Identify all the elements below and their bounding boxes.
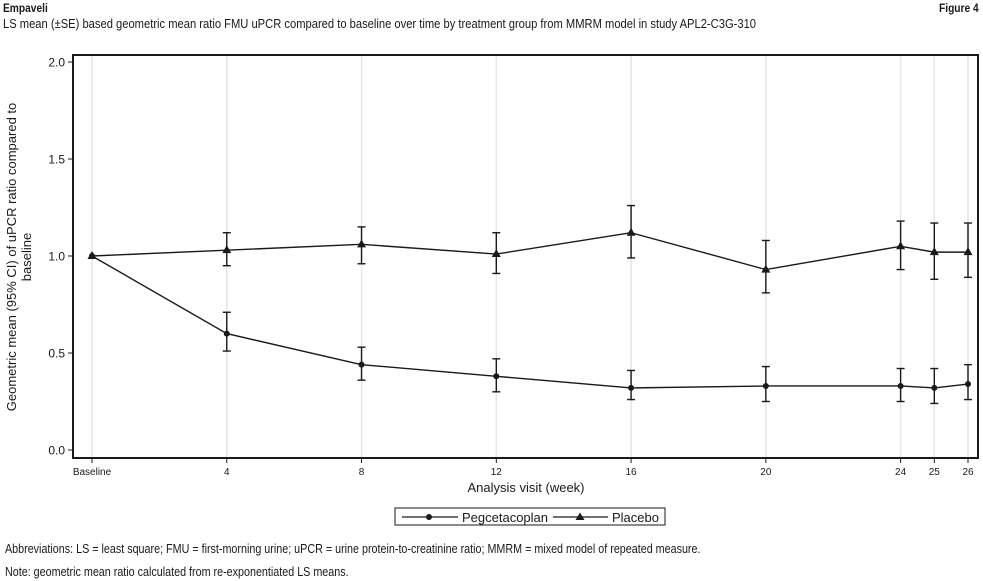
chart-subtitle: LS mean (±SE) based geometric mean ratio… [3,16,757,31]
x-tick-label: 20 [760,467,772,478]
x-tick-label: 16 [626,467,638,478]
y-tick-label: 2.0 [48,56,65,70]
data-point-placebo [491,249,501,258]
figure-label: Figure 4 [939,1,979,15]
x-tick-label: 24 [895,467,907,478]
series-line-pegcetacoplan [91,255,969,389]
y-axis: 0.0 0.5 1.0 1.5 2.0 [48,56,73,458]
data-point-pegcetacoplan [358,361,365,368]
x-tick-label: 25 [929,467,941,478]
x-tick-label: 26 [962,467,974,478]
data-point-pegcetacoplan [223,330,230,337]
y-tick-label: 0.0 [48,444,65,458]
data-point-placebo [963,247,973,256]
grid-lines [91,56,969,457]
data-point-placebo [222,245,232,254]
legend: Pegcetacoplan Placebo [394,507,666,526]
x-tick-label: Baseline [73,467,112,478]
legend-label-pegcetacoplan: Pegcetacoplan [462,510,548,525]
data-point-placebo [626,227,636,236]
legend-label-placebo: Placebo [612,510,659,525]
x-tick-label: 4 [224,467,230,478]
y-tick-label: 1.5 [48,153,65,167]
data-point-pegcetacoplan [493,373,500,380]
legend-triangle-marker [575,512,585,520]
footnote-abbreviations: Abbreviations: LS = least square; FMU = … [5,542,701,556]
data-point-pegcetacoplan [628,384,635,391]
x-axis-title: Analysis visit (week) [467,480,584,495]
line-chart: 0.0 0.5 1.0 1.5 2.0 Baseline 4 8 12 16 20 24 25 26 A… [4,54,979,526]
x-tick-label: 8 [359,467,365,478]
data-point-pegcetacoplan [965,381,971,388]
y-axis-title-line1: Geometric mean (95% CI) of uPCR ratio co… [4,103,19,412]
data-point-pegcetacoplan [897,382,904,389]
x-axis: Baseline 4 8 12 16 20 24 25 26 [73,458,974,478]
brand-name: Empaveli [3,1,48,15]
y-axis-title-line2: baseline [19,233,34,281]
series-group [87,204,973,405]
data-point-placebo [357,239,367,248]
footnote-note: Note: geometric mean ratio calculated fr… [5,565,349,579]
data-point-placebo [87,251,97,259]
series-line-placebo [91,232,968,271]
data-point-pegcetacoplan [931,384,938,391]
x-tick-label: 12 [491,467,503,478]
legend-box [394,507,666,526]
data-point-placebo [896,241,906,250]
plot-frame [72,54,979,459]
data-point-pegcetacoplan [762,382,769,389]
data-point-placebo [929,247,939,256]
legend-circle-marker [426,514,432,520]
y-tick-label: 0.5 [48,347,65,361]
y-tick-label: 1.0 [48,250,65,264]
data-point-placebo [761,264,771,273]
